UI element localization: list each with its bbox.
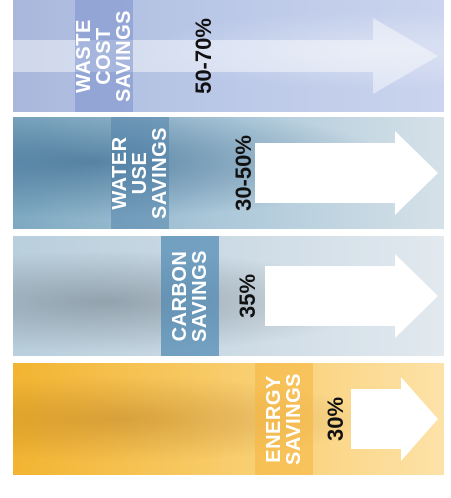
waste-percent-slot: 50-70% bbox=[187, 0, 221, 112]
right-arrow-icon bbox=[255, 131, 438, 215]
energy-percent: 30% bbox=[323, 396, 348, 442]
carbon-percent-slot: 35% bbox=[231, 236, 265, 356]
energy-percent-slot: 30% bbox=[319, 363, 353, 475]
right-arrow-icon bbox=[265, 254, 438, 338]
carbon-savings-band: CARBON SAVINGS 35% bbox=[13, 236, 444, 356]
waste-category-label: WASTE COST SAVINGS bbox=[73, 9, 135, 103]
water-label-panel: WATER USE SAVINGS bbox=[109, 117, 171, 229]
energy-label-panel: ENERGY SAVINGS bbox=[255, 363, 313, 475]
right-arrow-icon bbox=[13, 18, 438, 94]
energy-savings-band: ENERGY SAVINGS 30% bbox=[13, 363, 444, 475]
right-arrow-icon bbox=[351, 377, 438, 461]
energy-category-label: ENERGY SAVINGS bbox=[263, 372, 305, 466]
water-category-label: WATER USE SAVINGS bbox=[109, 126, 171, 220]
carbon-label-panel: CARBON SAVINGS bbox=[161, 236, 219, 356]
waste-savings-band: WASTE COST SAVINGS 50-70% bbox=[13, 0, 444, 112]
carbon-percent: 35% bbox=[235, 273, 260, 319]
carbon-category-label: CARBON SAVINGS bbox=[169, 249, 211, 343]
water-percent: 30-50% bbox=[231, 135, 256, 211]
water-savings-band: WATER USE SAVINGS 30-50% bbox=[13, 117, 444, 229]
waste-percent: 50-70% bbox=[191, 18, 216, 94]
waste-label-panel: WASTE COST SAVINGS bbox=[73, 0, 135, 112]
